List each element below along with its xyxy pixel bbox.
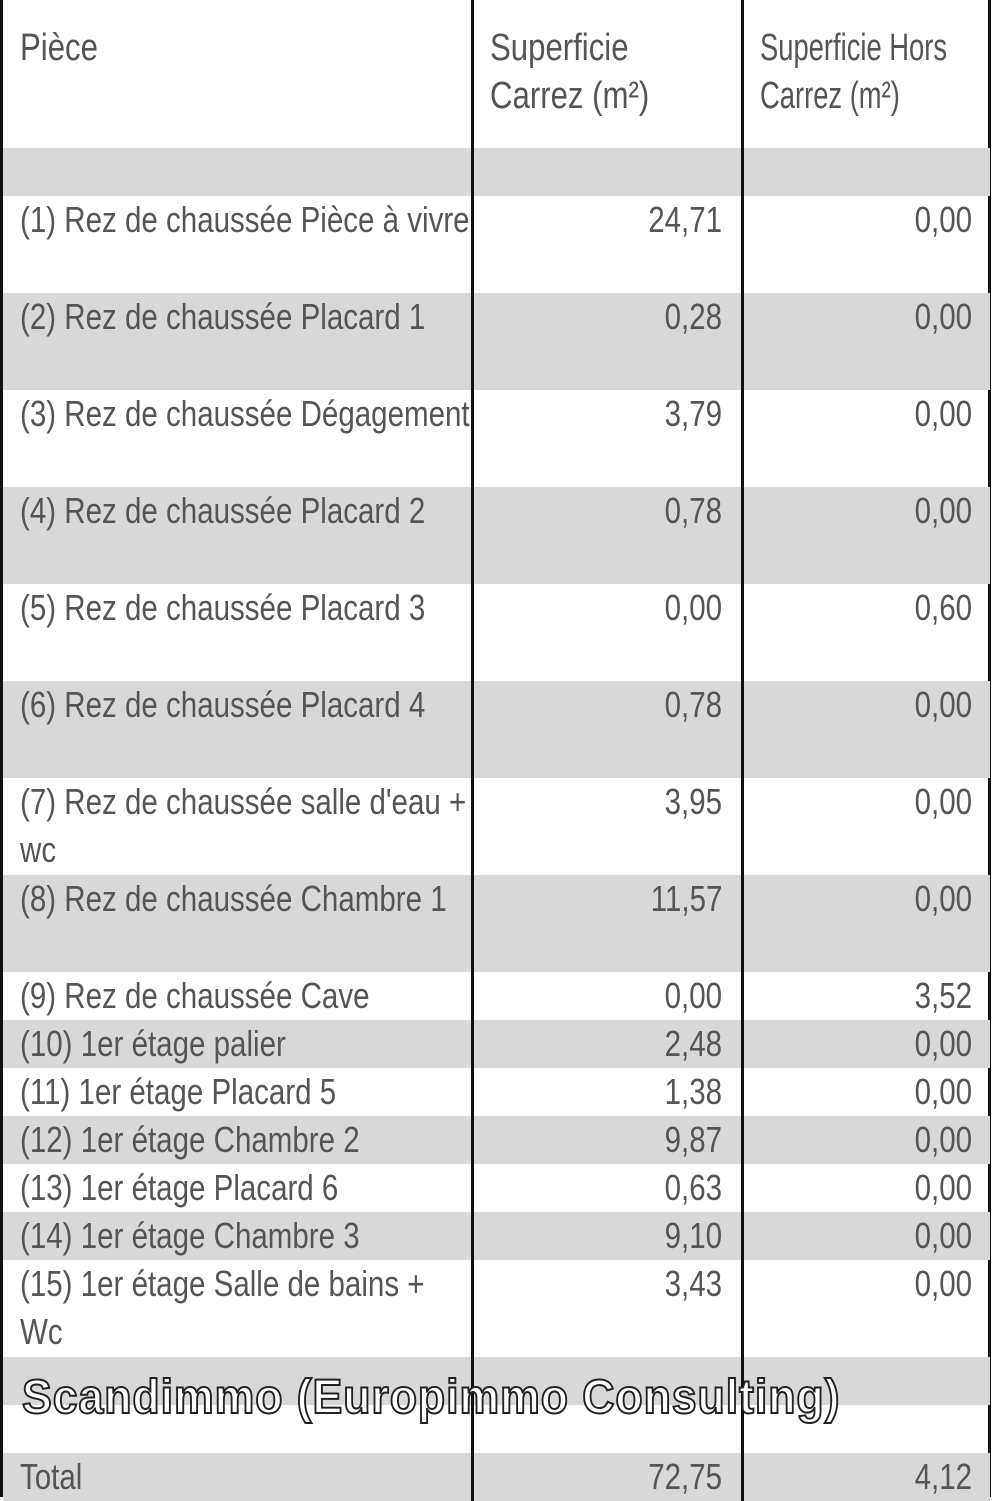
table-row: (12) 1er étage Chambre 2 9,87 0,00	[3, 1116, 990, 1164]
table-row: (14) 1er étage Chambre 3 9,10 0,00	[3, 1212, 990, 1260]
spacer-row	[3, 148, 990, 196]
cell-hors-carrez: 0,00	[742, 1212, 990, 1260]
table-row: (9) Rez de chaussée Cave 0,00 3,52	[3, 972, 990, 1020]
cell-hors-carrez	[742, 1357, 990, 1405]
cell-carrez: 0,78	[472, 681, 744, 778]
cell-carrez: 3,95	[472, 778, 744, 875]
cell-carrez: 0,28	[472, 293, 744, 390]
header-carrez: Superficie Carrez (m²)	[472, 0, 744, 148]
table-row: (8) Rez de chaussée Chambre 1 11,57 0,00	[3, 875, 990, 972]
cell-hors-carrez: 0,00	[742, 681, 990, 778]
cell-piece: (14) 1er étage Chambre 3	[3, 1212, 474, 1260]
cell-carrez: 1,38	[472, 1068, 744, 1116]
cell-carrez: 0,00	[472, 584, 744, 681]
cell-hors-carrez: 0,60	[914, 587, 972, 628]
cell-piece: (11) 1er étage Placard 5	[3, 1068, 474, 1116]
table-row: (7) Rez de chaussée salle d'eau + wc 3,95…	[3, 778, 990, 875]
cell-hors-carrez: 4,12	[742, 1453, 990, 1501]
cell-piece: (7) Rez de chaussée salle d'eau + wc	[3, 778, 474, 875]
table-row: (3) Rez de chaussée Dégagement 3,79 0,00	[3, 390, 990, 487]
cell-carrez: 9,87	[472, 1116, 744, 1164]
cell-carrez: 2,48	[472, 1020, 744, 1068]
table-row: (13) 1er étage Placard 6 0,63 0,00	[3, 1164, 990, 1212]
cell-piece: (1) Rez de chaussée Pièce à vivre	[3, 196, 474, 293]
cell-carrez: 24,71	[472, 196, 744, 293]
cell-carrez: 0,63	[472, 1164, 744, 1212]
cell-piece: (12) 1er étage Chambre 2	[3, 1116, 474, 1164]
cell-piece: (9) Rez de chaussée Cave	[3, 972, 474, 1020]
cell-hors-carrez: 0,00	[742, 293, 990, 390]
cell-piece: (5) Rez de chaussée Placard 3	[3, 584, 474, 681]
cell-piece: (13) 1er étage Placard 6	[3, 1164, 474, 1212]
cell-hors-carrez: 0,00	[914, 1263, 972, 1304]
cell-piece: (6) Rez de chaussée Placard 4	[3, 681, 474, 778]
cell-piece	[3, 1405, 474, 1453]
cell-hors-carrez: 0,00	[914, 393, 972, 434]
table-row: (4) Rez de chaussée Placard 2 0,78 0,00	[3, 487, 990, 584]
cell-hors-carrez: 0,00	[742, 1116, 990, 1164]
table-row: (5) Rez de chaussée Placard 3 0,00 0,60	[3, 584, 990, 681]
cell-hors-carrez: 0,00	[742, 487, 990, 584]
table-row: (15) 1er étage Salle de bains + Wc 3,43 0,…	[3, 1260, 990, 1357]
watermark: Scandimmo (Europimmo Consulting)	[21, 1370, 841, 1425]
cell-piece: (2) Rez de chaussée Placard 1	[3, 293, 474, 390]
cell-piece: (4) Rez de chaussée Placard 2	[3, 487, 474, 584]
cell-piece: Total	[3, 1453, 474, 1501]
table-row: (11) 1er étage Placard 5 1,38 0,00	[3, 1068, 990, 1116]
spacer-row	[3, 1357, 990, 1405]
cell-piece	[3, 1357, 474, 1405]
header-piece: Pièce	[3, 0, 474, 148]
cell-hors-carrez: 0,00	[742, 1020, 990, 1068]
table-border-left	[0, 0, 3, 1497]
cell-carrez: 9,10	[472, 1212, 744, 1260]
header-hors-carrez: Superficie Hors Carrez (m²)	[759, 27, 947, 117]
cell-carrez: 0,00	[472, 972, 744, 1020]
spacer-row	[3, 1405, 990, 1453]
cell-hors-carrez: 0,00	[914, 781, 972, 822]
cell-carrez	[472, 1357, 744, 1405]
cell-hors-carrez: 0,00	[742, 875, 990, 972]
cell-hors-carrez: 0,00	[914, 199, 972, 240]
cell-hors-carrez: 3,52	[914, 975, 972, 1016]
surface-table: Pièce Superficie Carrez (m²) Superficie …	[3, 0, 990, 1501]
cell-hors-carrez: 0,00	[914, 1071, 972, 1112]
cell-carrez: 72,75	[472, 1453, 744, 1501]
table-row: (2) Rez de chaussée Placard 1 0,28 0,00	[3, 293, 990, 390]
cell-hors-carrez: 0,00	[914, 1167, 972, 1208]
cell-piece: (8) Rez de chaussée Chambre 1	[3, 875, 474, 972]
table-row: (10) 1er étage palier 2,48 0,00	[3, 1020, 990, 1068]
total-row: Total 72,75 4,12	[3, 1453, 990, 1501]
cell-carrez: 0,78	[472, 487, 744, 584]
table-header: Pièce Superficie Carrez (m²) Superficie …	[3, 0, 990, 148]
cell-carrez: 3,79	[472, 390, 744, 487]
table-row: (6) Rez de chaussée Placard 4 0,78 0,00	[3, 681, 990, 778]
cell-piece: (10) 1er étage palier	[3, 1020, 474, 1068]
cell-piece: (15) 1er étage Salle de bains + Wc	[3, 1260, 474, 1357]
cell-carrez: 11,57	[472, 875, 744, 972]
table-row: (1) Rez de chaussée Pièce à vivre 24,71 0,…	[3, 196, 990, 293]
cell-carrez: 3,43	[472, 1260, 744, 1357]
cell-carrez	[472, 1405, 744, 1453]
cell-piece: (3) Rez de chaussée Dégagement	[3, 390, 474, 487]
